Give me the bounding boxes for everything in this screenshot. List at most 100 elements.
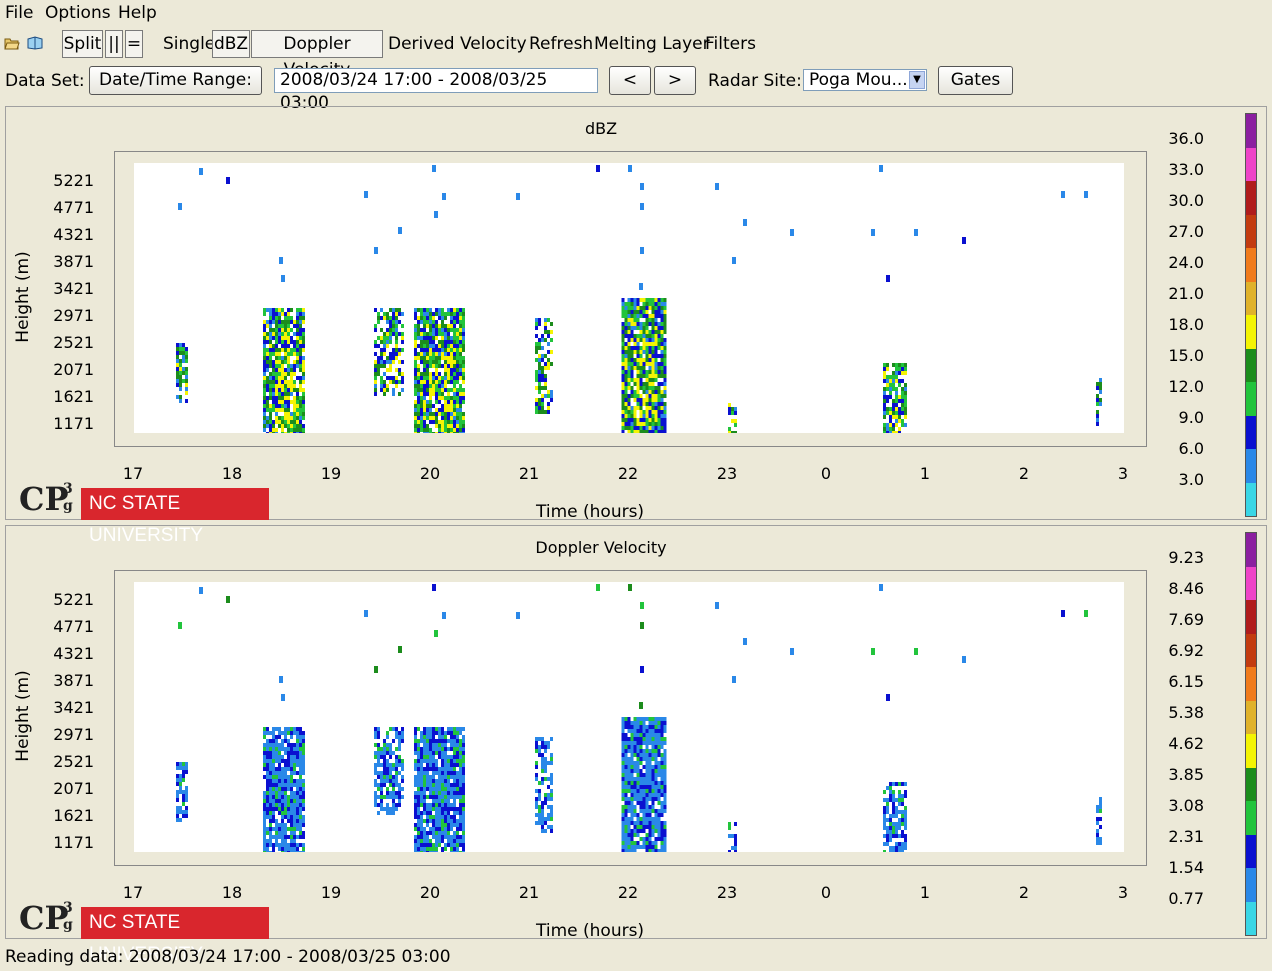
radar-return	[535, 805, 538, 809]
radar-return	[633, 334, 637, 338]
radar-return	[302, 328, 305, 332]
radar-return	[633, 346, 637, 350]
derived-velocity-button[interactable]: Derived Velocity	[388, 34, 527, 54]
date-time-range-button[interactable]: Date/Time Range:	[89, 66, 262, 95]
radar-return	[660, 298, 664, 302]
radar-return	[281, 416, 284, 420]
radar-return	[636, 326, 640, 330]
radar-return	[447, 767, 450, 771]
chevron-down-icon[interactable]: ▼	[909, 71, 925, 89]
radar-return	[423, 344, 426, 348]
radar-return	[639, 773, 643, 777]
radar-return	[432, 783, 435, 787]
radar-return	[651, 829, 655, 833]
gates-button[interactable]: Gates	[938, 66, 1013, 95]
open-folder-icon[interactable]	[4, 36, 20, 50]
radar-return	[444, 316, 447, 320]
radar-return	[423, 759, 426, 763]
radar-return	[459, 779, 462, 783]
radar-return	[429, 735, 432, 739]
radar-return	[621, 785, 625, 789]
radar-return	[462, 364, 465, 368]
radar-return	[299, 731, 302, 735]
radar-return	[179, 395, 182, 399]
radar-return	[389, 328, 392, 332]
radar-return	[429, 356, 432, 360]
radar-return	[287, 364, 290, 368]
next-button[interactable]: >	[654, 66, 696, 95]
menu-file[interactable]: File	[5, 3, 34, 23]
radar-return	[441, 320, 444, 324]
radar-return	[453, 747, 456, 751]
radar-return	[535, 773, 538, 777]
radar-return	[544, 326, 547, 330]
radar-return	[374, 364, 377, 368]
radar-return	[293, 747, 296, 751]
radar-return	[883, 407, 886, 411]
filters-button[interactable]: Filters	[705, 34, 756, 54]
melting-layer-button[interactable]: Melting Layer	[594, 34, 710, 54]
radar-return	[648, 370, 652, 374]
radar-return	[550, 737, 553, 741]
radar-return	[293, 783, 296, 787]
radar-return	[892, 826, 895, 830]
radar-return	[263, 735, 266, 739]
refresh-button[interactable]: Refresh	[529, 34, 594, 54]
radar-return	[275, 392, 278, 396]
colorbar-label: 3.85	[1168, 765, 1204, 784]
radar-return	[453, 735, 456, 739]
radar-return	[290, 839, 293, 843]
radar-return	[642, 334, 646, 338]
dbz-button[interactable]: dBZ	[212, 30, 250, 58]
radar-return	[450, 400, 453, 404]
radar-return	[426, 751, 429, 755]
prev-button[interactable]: <	[609, 66, 651, 95]
radar-return	[435, 372, 438, 376]
radar-return	[886, 411, 889, 415]
open-book-icon[interactable]	[27, 36, 43, 50]
radar-return	[886, 399, 889, 403]
menu-help[interactable]: Help	[118, 3, 157, 23]
radar-return	[435, 831, 438, 835]
radar-return	[651, 725, 655, 729]
radar-return	[284, 352, 287, 356]
radar-return	[657, 306, 661, 310]
radar-return	[624, 809, 628, 813]
date-range-field[interactable]: 2008/03/24 17:00 - 2008/03/25 03:00	[274, 68, 598, 113]
radar-return	[426, 843, 429, 847]
side-by-side-button[interactable]: ||	[105, 30, 123, 58]
radar-return	[438, 324, 441, 328]
radar-return	[429, 775, 432, 779]
menu-options[interactable]: Options	[45, 3, 111, 23]
radar-return	[420, 340, 423, 344]
radar-return	[447, 376, 450, 380]
split-button[interactable]: Split	[62, 30, 103, 58]
radar-return	[444, 356, 447, 360]
radar-return	[660, 318, 664, 322]
radar-return	[639, 358, 643, 362]
single-button[interactable]: Single	[163, 34, 216, 54]
radar-site-select[interactable]: Poga Mou... ▼	[803, 69, 927, 91]
radar-return	[462, 336, 465, 340]
radar-return	[550, 829, 553, 833]
radar-return	[654, 829, 658, 833]
radar-return	[639, 386, 643, 390]
radar-return	[651, 302, 655, 306]
radar-return	[435, 791, 438, 795]
radar-return	[374, 328, 377, 332]
radar-return	[642, 777, 646, 781]
doppler-velocity-button[interactable]: Doppler Velocity	[251, 30, 383, 80]
radar-return	[898, 427, 901, 431]
radar-return	[904, 846, 907, 850]
stacked-button[interactable]: =	[125, 30, 143, 58]
radar-return	[450, 368, 453, 372]
radar-return	[633, 410, 637, 414]
radar-return	[420, 771, 423, 775]
radar-return	[459, 372, 462, 376]
radar-return	[302, 735, 305, 739]
colorbar-segment	[1246, 415, 1256, 449]
radar-return	[444, 767, 447, 771]
radar-return	[185, 347, 188, 351]
radar-return	[299, 783, 302, 787]
colorbar-label: 5.38	[1168, 703, 1204, 722]
